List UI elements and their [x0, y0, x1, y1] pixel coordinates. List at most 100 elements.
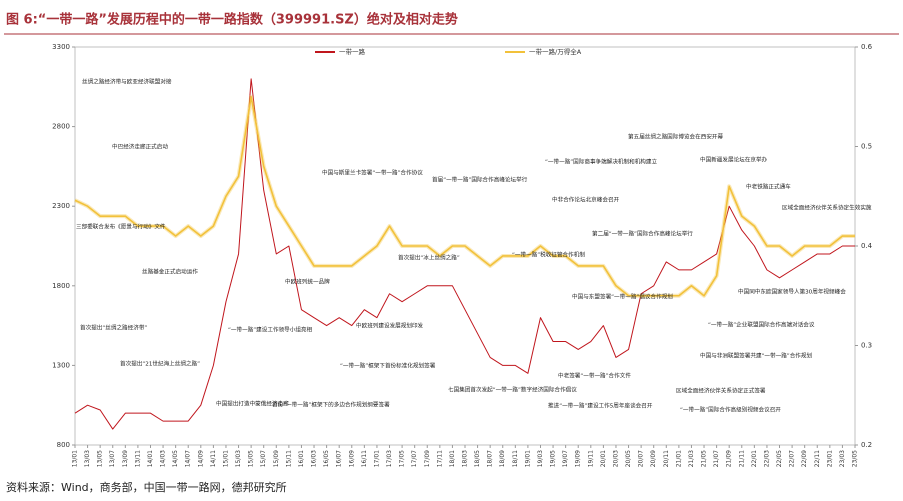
annotation: 中巴经济走廊正式启动	[112, 143, 168, 151]
annotation: 中老铁路正式通车	[746, 183, 791, 191]
annotation: 首次提出“21世纪海上丝绸之路”	[120, 360, 200, 368]
annotation: 首届“一带一路”国际合作高峰论坛举行	[432, 176, 528, 184]
x-tick-label: 20/05	[625, 450, 632, 467]
x-tick-label: 21/05	[701, 450, 708, 467]
series-glow	[74, 94, 855, 298]
x-tick-label: 14/09	[197, 450, 204, 467]
x-tick-label: 15/05	[248, 450, 255, 467]
x-tick-label: 13/07	[109, 450, 116, 467]
x-tick-label: 14/05	[172, 450, 179, 467]
x-tick-label: 22/11	[814, 450, 821, 467]
x-tick-label: 22/05	[776, 450, 783, 467]
annotation: 首次提出“丝绸之路经济带”	[80, 324, 147, 332]
x-tick-label: 22/03	[763, 450, 770, 467]
annotation: “一带一路”税收征管合作机制	[512, 251, 585, 259]
x-tick-label: 16/03	[311, 450, 318, 467]
annotation: 丝绸之路经济带与欧亚经济联盟对接	[82, 78, 172, 86]
x-tick-label: 21/11	[738, 450, 745, 467]
annotation: “一带一路”企业联盟国际合作高端对话会议	[708, 321, 815, 329]
annotation: 中国新疆发展论坛在京举办	[700, 156, 768, 164]
annotation: 中老签署“一带一路”合作文件	[558, 372, 631, 380]
x-tick-label: 17/01	[373, 450, 380, 467]
x-tick-label: 19/11	[587, 450, 594, 467]
x-tick-label: 18/11	[512, 450, 519, 467]
x-tick-label: 16/07	[336, 450, 343, 467]
x-tick-label: 14/11	[210, 450, 217, 467]
annotation: 中非合作论坛北京峰会召开	[552, 196, 620, 204]
annotation: 七国集团首次发起“一带一路”数字经济国际合作倡议	[448, 386, 577, 394]
y-tick-label: 1300	[52, 361, 70, 369]
x-tick-label: 18/09	[499, 450, 506, 467]
x-tick-label: 22/01	[751, 450, 758, 467]
x-tick-label: 20/11	[663, 450, 670, 467]
x-tick-label: 18/03	[462, 450, 469, 467]
x-tick-label: 19/07	[562, 450, 569, 467]
x-tick-label: 17/09	[424, 450, 431, 467]
y-tick-label: 1800	[52, 282, 70, 290]
x-tick-label: 17/05	[399, 450, 406, 467]
annotation: 中欧班列统一品牌	[285, 278, 330, 286]
x-tick-label: 15/03	[235, 450, 242, 467]
annotation: 中国与非洲联盟签署共建“一带一路”合作规划	[700, 352, 812, 360]
series-line	[74, 95, 855, 297]
x-tick-label: 14/03	[160, 450, 167, 467]
chart-title: 图 6:“一带一路”发展历程中的一带一路指数（399991.SZ）绝对及相对走势	[6, 12, 458, 28]
x-tick-label: 16/09	[348, 450, 355, 467]
x-tick-label: 19/01	[524, 450, 531, 467]
annotation: “一带一路”国际商事争端解决机制和机构建立	[545, 158, 657, 166]
y-tick-label: 800	[57, 441, 70, 449]
x-tick-label: 13/11	[134, 450, 141, 467]
x-tick-label: 21/01	[675, 450, 682, 467]
x-tick-label: 23/01	[826, 450, 833, 467]
y2-tick-label: 0.3	[861, 342, 872, 350]
x-tick-label: 17/11	[436, 450, 443, 467]
x-tick-label: 17/07	[411, 450, 418, 467]
annotation: 三部委联合发布《愿景与行动》文件	[76, 223, 166, 231]
annotation: 首份“一带一路”框架下的多边合作规划纲要签署	[272, 401, 390, 409]
annotation: 中国同中东欧国家领导人第30周年视频峰会	[738, 288, 846, 296]
legend-label: 一带一路	[339, 47, 366, 56]
x-tick-label: 20/09	[650, 450, 657, 467]
annotation: 第五届丝绸之路国际博览会在西安开幕	[628, 133, 724, 141]
x-tick-label: 15/01	[222, 450, 229, 467]
x-tick-label: 15/11	[285, 450, 292, 467]
series-line	[74, 78, 855, 430]
annotation: “一带一路”框架下首份标准化规划签署	[340, 362, 436, 370]
y-tick-label: 2800	[52, 123, 70, 131]
y2-tick-label: 0.5	[861, 143, 872, 151]
annotation: 推进“一带一路”建设工作5周年座谈会召开	[548, 402, 653, 410]
annotation: 首次提出“冰上丝绸之路”	[398, 254, 460, 262]
x-tick-label: 20/03	[612, 450, 619, 467]
x-tick-label: 13/09	[122, 450, 129, 467]
x-tick-label: 21/07	[713, 450, 720, 467]
annotation: “一带一路”建设工作领导小组亮相	[228, 326, 313, 334]
x-tick-label: 23/05	[852, 450, 859, 467]
x-tick-label: 14/07	[185, 450, 192, 467]
legend-label: 一带一路/万得全A	[529, 47, 582, 56]
annotation: 区域全面经济伙伴关系协定正式签署	[676, 387, 766, 395]
x-tick-label: 16/11	[361, 450, 368, 467]
x-tick-label: 15/09	[273, 450, 280, 467]
x-tick-label: 19/09	[575, 450, 582, 467]
annotation: 中国提出打造中蒙俄经济走廊	[216, 400, 289, 408]
x-tick-label: 16/01	[298, 450, 305, 467]
x-tick-label: 14/01	[147, 450, 154, 467]
annotation: 第二届“一带一路”国际合作高峰论坛举行	[592, 230, 693, 238]
x-tick-label: 21/03	[688, 450, 695, 467]
x-tick-label: 13/03	[84, 450, 91, 467]
y-tick-label: 2300	[52, 202, 70, 210]
x-tick-label: 21/09	[726, 450, 733, 467]
y-tick-label: 3300	[52, 43, 70, 51]
y2-tick-label: 0.4	[861, 242, 873, 250]
x-tick-label: 13/01	[72, 450, 79, 467]
x-tick-label: 20/01	[600, 450, 607, 467]
annotation: 中欧班列建设发展规划印发	[356, 322, 424, 330]
annotation: 丝路基金正式启动运作	[142, 268, 198, 276]
source: 资料来源：Wind，商务部，中国一带一路网，德邦研究所	[6, 480, 287, 494]
x-tick-label: 13/05	[97, 450, 104, 467]
x-tick-label: 18/05	[474, 450, 481, 467]
annotation: 区域全面经济伙伴关系协定生效实施	[782, 204, 872, 212]
x-tick-label: 17/03	[386, 450, 393, 467]
y2-tick-label: 0.2	[861, 441, 872, 449]
